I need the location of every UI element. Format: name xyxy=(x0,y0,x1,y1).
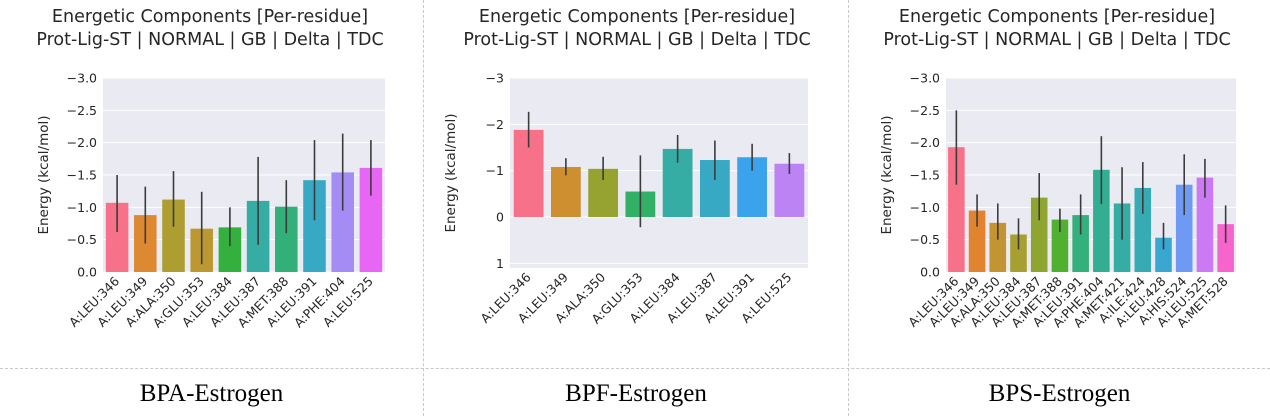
bar-a-leu-384 xyxy=(218,227,242,272)
y-tick-label: 1 xyxy=(496,256,504,271)
y-tick-label: −0.5 xyxy=(910,232,940,247)
bar-a-leu-525 xyxy=(359,167,383,272)
chart-bpa-estrogen: Energetic Components [Per-residue] Prot-L… xyxy=(36,7,385,331)
chart-title: Energetic Components [Per-residue] xyxy=(479,7,795,27)
caption-bpa-estrogen: BPA-Estrogen xyxy=(139,380,284,407)
y-tick-label: −2.0 xyxy=(67,135,97,150)
bar-a-his-524 xyxy=(1175,184,1193,272)
chart-subtitle: Prot-Lig-ST | NORMAL | GB | Delta | TDC xyxy=(883,30,1230,50)
y-tick-label: −1.0 xyxy=(67,200,97,215)
caption-bps-estrogen: BPS-Estrogen xyxy=(988,380,1131,407)
y-tick-label: −3.0 xyxy=(910,71,940,86)
bar-a-phe-404 xyxy=(331,172,354,272)
panel-divider-1 xyxy=(423,0,424,416)
chart-subtitle: Prot-Lig-ST | NORMAL | GB | Delta | TDC xyxy=(463,30,810,50)
y-tick-label: 0.0 xyxy=(920,265,940,280)
y-tick-label: −1.0 xyxy=(910,200,940,215)
bar-a-ile-424 xyxy=(1134,187,1152,272)
y-tick-label: −2.0 xyxy=(910,135,940,150)
bar-a-leu-384 xyxy=(1010,234,1027,272)
y-axis-label: Energy (kcal/mol) xyxy=(443,113,459,232)
chart-bpf-estrogen: Energetic Components [Per-residue] Prot-L… xyxy=(443,7,811,327)
y-tick-label: −0.5 xyxy=(67,232,97,247)
bar-a-leu-391 xyxy=(303,180,326,272)
chart-title: Energetic Components [Per-residue] xyxy=(899,7,1215,27)
y-tick-label: −3 xyxy=(486,71,504,86)
bar-a-leu-387 xyxy=(1030,197,1048,272)
chart-subtitle: Prot-Lig-ST | NORMAL | GB | Delta | TDC xyxy=(36,30,383,50)
bar-a-met-528 xyxy=(1217,224,1234,272)
y-tick-label: −2 xyxy=(486,117,504,132)
y-tick-label: 0 xyxy=(496,210,504,225)
caption-bpf-estrogen: BPF-Estrogen xyxy=(565,380,707,407)
bar-a-met-388 xyxy=(1051,219,1069,272)
y-tick-label: 0.0 xyxy=(77,265,97,280)
bar-a-leu-346 xyxy=(105,202,129,272)
y-axis-label: Energy (kcal/mol) xyxy=(879,115,895,234)
y-axis-label: Energy (kcal/mol) xyxy=(36,115,52,234)
bar-a-ala-350 xyxy=(989,222,1007,272)
y-tick-label: −1.5 xyxy=(67,168,97,183)
y-tick-label: −1 xyxy=(486,163,504,178)
chart-bps-estrogen: Energetic Components [Per-residue] Prot-L… xyxy=(879,7,1236,330)
caption-divider xyxy=(0,368,1270,369)
chart-title: Energetic Components [Per-residue] xyxy=(52,7,368,27)
y-tick-label: −3.0 xyxy=(67,71,97,86)
bar-a-met-388 xyxy=(275,206,298,272)
y-tick-label: −1.5 xyxy=(910,168,940,183)
bar-a-ala-350 xyxy=(162,199,185,272)
bar-a-leu-346 xyxy=(948,147,965,272)
y-tick-label: −2.5 xyxy=(910,103,940,118)
panel-divider-2 xyxy=(848,0,849,416)
bar-a-phe-404 xyxy=(1093,169,1110,272)
bar-a-leu-525 xyxy=(1196,177,1214,272)
bar-a-leu-428 xyxy=(1155,237,1172,272)
bar-a-leu-391 xyxy=(1072,215,1089,272)
bar-a-leu-349 xyxy=(968,210,986,272)
y-tick-label: −2.5 xyxy=(67,103,97,118)
